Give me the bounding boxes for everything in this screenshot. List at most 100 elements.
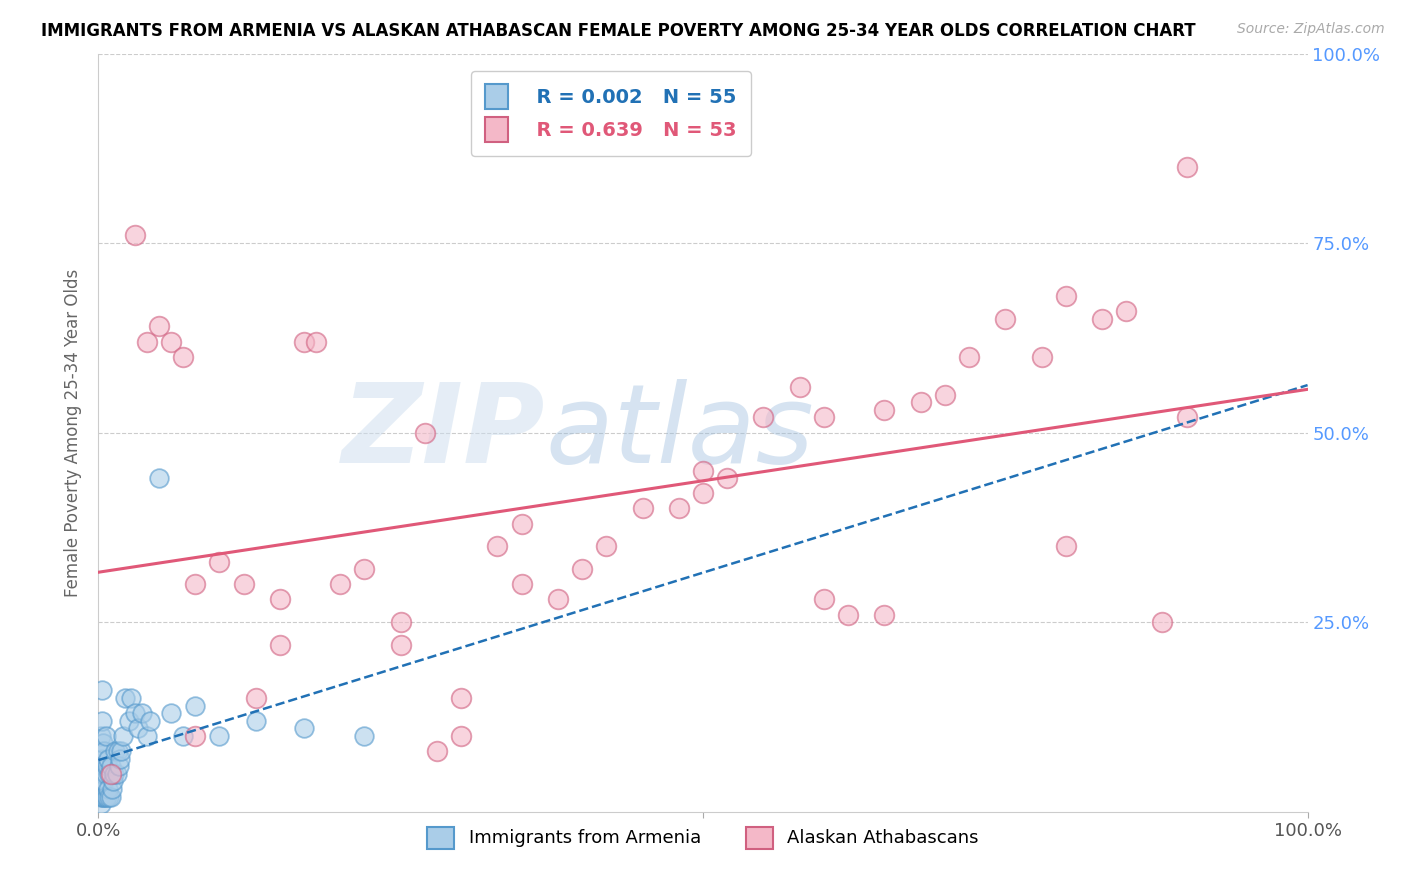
Point xyxy=(131,706,153,721)
Point xyxy=(232,577,254,591)
Point xyxy=(94,767,117,781)
Point xyxy=(111,729,134,743)
Point xyxy=(93,789,115,804)
Point xyxy=(160,334,183,349)
Text: Source: ZipAtlas.com: Source: ZipAtlas.com xyxy=(1237,22,1385,37)
Point xyxy=(245,691,267,706)
Point xyxy=(91,767,114,781)
Point xyxy=(105,767,128,781)
Point xyxy=(208,729,231,743)
Point xyxy=(93,744,115,758)
Point xyxy=(94,789,117,804)
Point xyxy=(101,774,124,789)
Point xyxy=(245,714,267,728)
Point xyxy=(389,615,412,630)
Point xyxy=(172,350,194,364)
Point xyxy=(98,767,121,781)
Point xyxy=(1175,410,1198,425)
Point xyxy=(910,395,932,409)
Point xyxy=(450,691,472,706)
Point xyxy=(1054,289,1077,303)
Point xyxy=(813,410,835,425)
Point xyxy=(413,425,436,440)
Point xyxy=(108,759,131,773)
Point xyxy=(94,729,117,743)
Point xyxy=(837,607,859,622)
Point xyxy=(486,539,509,553)
Point xyxy=(184,577,207,591)
Point xyxy=(90,781,112,797)
Point xyxy=(571,562,593,576)
Point xyxy=(118,714,141,728)
Point xyxy=(148,471,170,485)
Point xyxy=(1175,161,1198,175)
Point xyxy=(934,387,956,401)
Point xyxy=(595,539,617,553)
Point xyxy=(124,228,146,243)
Point xyxy=(716,471,738,485)
Point xyxy=(89,767,111,781)
Point xyxy=(631,501,654,516)
Point xyxy=(329,577,352,591)
Point xyxy=(90,797,112,812)
Point xyxy=(450,729,472,743)
Point xyxy=(184,729,207,743)
Point xyxy=(120,691,142,706)
Point xyxy=(110,744,132,758)
Point xyxy=(135,729,157,743)
Point xyxy=(1091,312,1114,326)
Point xyxy=(91,737,114,751)
Point xyxy=(1115,304,1137,318)
Point xyxy=(873,403,896,417)
Point xyxy=(813,592,835,607)
Point xyxy=(208,554,231,569)
Point xyxy=(1152,615,1174,630)
Point xyxy=(510,516,533,531)
Point xyxy=(104,744,127,758)
Text: ZIP: ZIP xyxy=(342,379,546,486)
Point xyxy=(91,789,114,804)
Point xyxy=(100,767,122,781)
Point xyxy=(148,319,170,334)
Point xyxy=(89,789,111,804)
Point xyxy=(184,698,207,713)
Point xyxy=(292,721,315,735)
Point xyxy=(269,638,291,652)
Point xyxy=(91,714,114,728)
Point xyxy=(668,501,690,516)
Point xyxy=(114,691,136,706)
Point xyxy=(305,334,328,349)
Point xyxy=(97,751,120,765)
Point xyxy=(107,744,129,758)
Point xyxy=(91,789,114,804)
Legend: Immigrants from Armenia, Alaskan Athabascans: Immigrants from Armenia, Alaskan Athabas… xyxy=(420,819,986,855)
Point xyxy=(135,334,157,349)
Point xyxy=(96,789,118,804)
Point xyxy=(1031,350,1053,364)
Point xyxy=(957,350,980,364)
Point xyxy=(873,607,896,622)
Point xyxy=(269,592,291,607)
Point xyxy=(1054,539,1077,553)
Point xyxy=(789,380,811,394)
Point xyxy=(91,774,114,789)
Point xyxy=(100,789,122,804)
Text: atlas: atlas xyxy=(546,379,814,486)
Point xyxy=(994,312,1017,326)
Point xyxy=(100,759,122,773)
Point xyxy=(108,751,131,765)
Point xyxy=(353,562,375,576)
Point xyxy=(98,789,121,804)
Point xyxy=(90,729,112,743)
Point xyxy=(97,781,120,797)
Point xyxy=(103,767,125,781)
Point xyxy=(127,721,149,735)
Point xyxy=(692,464,714,478)
Point xyxy=(93,774,115,789)
Point xyxy=(292,334,315,349)
Point xyxy=(100,781,122,797)
Point xyxy=(160,706,183,721)
Point xyxy=(353,729,375,743)
Point xyxy=(89,744,111,758)
Text: IMMIGRANTS FROM ARMENIA VS ALASKAN ATHABASCAN FEMALE POVERTY AMONG 25-34 YEAR OL: IMMIGRANTS FROM ARMENIA VS ALASKAN ATHAB… xyxy=(41,22,1197,40)
